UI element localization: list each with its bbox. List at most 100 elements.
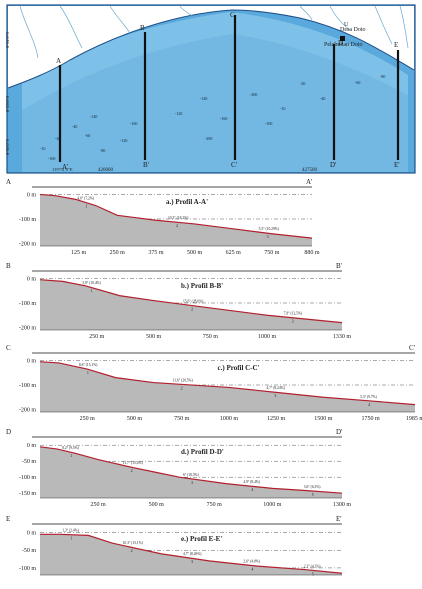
depth-label: -140 (200, 96, 207, 101)
slope-label: 4,7° (8,26%) (183, 552, 202, 557)
slope-label: 10,3° (15,1%) (123, 541, 144, 546)
slope-label: 11,7° (15,4%) (123, 461, 144, 466)
depth-label: -120 (120, 138, 127, 143)
harbor: Desa Doto Pelabuhan Doto (324, 27, 366, 48)
segment-number: 1 (85, 203, 87, 208)
slope-label: 3,6° (6,3%) (304, 485, 322, 490)
x-tick-label: 125 m (71, 250, 87, 256)
harbor-label: Pelabuhan Doto (324, 42, 363, 48)
segment-number: 4 (368, 402, 370, 407)
depth-label: -160 (220, 116, 227, 121)
y-tick-label: -100 m (19, 301, 36, 307)
segment-number: 2 (176, 223, 178, 228)
seabed-area (40, 194, 312, 246)
segment-number: 4 (251, 566, 253, 571)
y-tick-label: -100 m (19, 383, 36, 389)
x-tick-label: 1250 m (267, 416, 286, 422)
segment-number: 2 (131, 548, 133, 553)
x-tick-label: 1985 m (406, 416, 422, 422)
rivers (19, 5, 409, 59)
profile-panel: C C' 0 m -100 m -200 m 250 m 500 m 750 m 1000 m 1… (6, 344, 422, 422)
y-tick-label: -100 m (19, 217, 36, 223)
x-tick-label: 500 m (149, 502, 165, 508)
depth-label: -160 (130, 121, 137, 126)
seabed-profile-line (39, 361, 416, 406)
segment-number: 2 (191, 306, 193, 311)
x-tick-label: 750 m (264, 250, 280, 256)
x-tick-label: 500 m (146, 334, 162, 340)
profile-title: a.) Profil A-A' (166, 198, 208, 206)
profile-panel: D D' 0 m -50 m -100 m -150 m 250 m 500 m 750 m 10… (6, 428, 351, 508)
profile-end-label: B' (336, 262, 342, 270)
profile-lines (58, 15, 400, 162)
x-tick-label: 1000 m (258, 334, 277, 340)
coord-bottom-1: 119°51'0"E (52, 167, 73, 172)
slope-label: 4,7° (8,24%) (266, 386, 285, 391)
map-label-b-end: B' (143, 161, 149, 169)
slope-label: 11,6° (20,5%) (173, 378, 194, 383)
depth-label: -40 (72, 124, 77, 129)
slope-label: 15,6° (28,6%) (183, 299, 204, 304)
north-arrow: U (344, 22, 349, 28)
x-tick-label: 250 m (80, 416, 96, 422)
harbor-icon (340, 36, 345, 41)
y-tick-label: -200 m (19, 242, 36, 248)
coord-left-3: 0°56'0"S (5, 139, 10, 155)
depth-label: -10 (40, 146, 45, 151)
depth-label: -60 (355, 80, 360, 85)
profile-title: c.) Profil C-C' (218, 364, 260, 372)
seabed-profile-line (40, 533, 343, 574)
depth-label: -10 (280, 106, 285, 111)
seabed-area (40, 446, 342, 498)
profile-start-label: B (6, 262, 11, 270)
profile-end-label: E' (336, 515, 342, 523)
depth-label: -60 (85, 133, 90, 138)
segment-number: 3 (191, 559, 193, 564)
depth-label: -80 (100, 148, 105, 153)
segment-number: 3 (292, 319, 294, 324)
mid-band (22, 34, 408, 172)
slope-label: 2,6° (4,8%) (243, 559, 261, 564)
y-tick-label: -50 m (22, 548, 36, 554)
segment-number: 2 (131, 468, 133, 473)
slope-label: 8,2° (9,5%) (62, 446, 80, 451)
segment-number: 2 (181, 385, 183, 390)
profile-panel: A A' 0 m -100 m -200 m 125 m 250 m 375 m 500 m 62… (6, 178, 320, 256)
coord-bottom-2: 426000 (98, 168, 114, 173)
y-tick-label: 0 m (27, 276, 37, 282)
profile-title: b.) Profil B-B' (181, 282, 223, 290)
map-label-d: D (338, 39, 343, 47)
depth-label: -120 (175, 111, 182, 116)
slope-label: 5,3° (9,7%) (360, 395, 378, 400)
segment-number: 1 (90, 288, 92, 293)
depth-label: -100 (48, 156, 55, 161)
map-label-e: E (394, 41, 398, 49)
slope-label: 6° (10,5%) (183, 473, 200, 478)
slope-label: 7,9° (12,5%) (284, 312, 303, 317)
map-label-a: A (56, 57, 61, 65)
land-area (8, 6, 414, 88)
map-coordinates: 0°54'0"S 0°55'0"S 0°56'0"S 119°51'0"E 42… (5, 32, 318, 173)
segment-number: 3 (191, 480, 193, 485)
seabed-area (40, 534, 342, 575)
map-label-a-end: A' (62, 163, 68, 171)
coord-left-2: 0°55'0"S (5, 96, 10, 112)
slope-label: 4,0° (7,2%) (77, 196, 95, 201)
profile-start-label: C (6, 344, 11, 352)
segment-number: 1 (70, 536, 72, 541)
x-tick-label: 1330 m (333, 334, 352, 340)
x-tick-label: 250 m (89, 334, 105, 340)
profile-panel: E E' 0 m -50 m -100 m e.) Profil E-E' 1,3° (2,… (6, 515, 343, 576)
y-tick-label: 0 m (27, 358, 37, 364)
seabed-area (40, 361, 415, 412)
seabed-profile-line (39, 446, 343, 494)
profile-end-label: A' (306, 178, 312, 186)
depth-label: -40 (320, 96, 325, 101)
y-tick-label: -150 m (19, 491, 36, 497)
x-tick-label: 880 m (304, 250, 320, 256)
depth-label: -140 (90, 114, 97, 119)
x-tick-label: 1500 m (314, 416, 333, 422)
segment-number: 3 (274, 393, 276, 398)
y-tick-label: 0 m (27, 192, 37, 198)
